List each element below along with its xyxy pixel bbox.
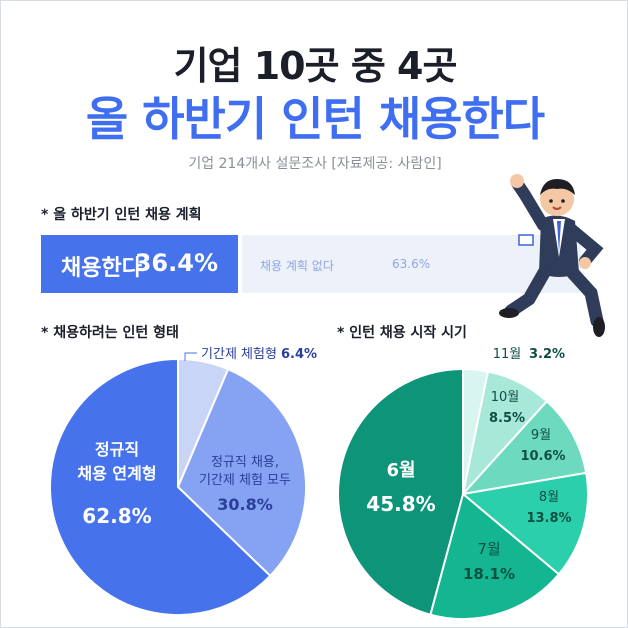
pie-type-value-0: 62.8% <box>82 504 151 528</box>
bar-yes-value: 36.4% <box>134 249 218 277</box>
pie-timing-value-0: 45.8% <box>366 492 435 516</box>
subtitle: 기업 214개사 설문조사 [자료제공: 사람인] <box>188 156 442 172</box>
pie-timing-value-3: 10.6% <box>520 449 565 464</box>
pie-timing-label-1: 7월 <box>477 540 500 558</box>
section-timing-title: * 인턴 채용 시작 시기 <box>337 325 467 341</box>
pie-type-value-1: 30.8% <box>217 495 273 514</box>
businessman-icon <box>499 174 605 337</box>
pie-type-slice-0 <box>49 357 272 616</box>
title-line-2: 올 하반기 인턴 채용한다 <box>85 92 545 146</box>
pie-timing-label-4: 10월 <box>491 390 520 405</box>
bar-no-label: 채용 계획 없다 <box>260 259 334 273</box>
pie-timing-label-2: 8월 <box>539 490 559 505</box>
jumping-businessman-illustration <box>499 161 623 339</box>
section-plan-title: * 올 하반기 인턴 채용 계획 <box>41 207 202 223</box>
pie-type-value-2: 6.4% <box>281 347 317 362</box>
plan-bar-chart: 채용한다 36.4% 채용 계획 없다 63.6% <box>41 235 581 293</box>
bar-yes: 채용한다 36.4% <box>41 235 238 293</box>
pie-timing-value-4: 8.5% <box>489 411 525 426</box>
pie-type-callout-line <box>184 352 197 361</box>
pie-timing-value-5: 3.2% <box>529 347 565 362</box>
pie-timing-value-2: 13.8% <box>526 511 571 526</box>
title-line-1: 기업 10곳 중 4곳 <box>173 44 458 88</box>
pie-timing-slice-0 <box>337 367 464 616</box>
pie-timing-label-0: 6월 <box>386 460 415 481</box>
pie-timing-label-1v: 18.1% <box>463 565 515 583</box>
bar-yes-label: 채용한다 <box>61 256 142 281</box>
pie-type-label-0b: 채용 연계형 <box>77 464 156 483</box>
pie-type-slice-1 <box>176 367 307 578</box>
pie-timing-label-5: 11월 <box>493 347 522 362</box>
pie-timing-slice-1 <box>429 492 561 620</box>
pie-type-label-0a: 정규직 <box>95 440 139 459</box>
pie-type-label-1a: 정규직 채용, <box>211 455 279 470</box>
pie-timing-slice-2 <box>460 471 589 576</box>
bar-no-value: 63.6% <box>392 257 431 271</box>
pie-timing-label-3: 9월 <box>531 428 551 443</box>
section-type-title: * 채용하려는 인턴 형태 <box>41 325 179 341</box>
pie-type-label-2: 기간제 체험형 <box>201 347 277 362</box>
pie-timing-slice-3 <box>460 399 588 496</box>
pie-type-label-1b: 기간제 체험 모두 <box>199 473 291 488</box>
